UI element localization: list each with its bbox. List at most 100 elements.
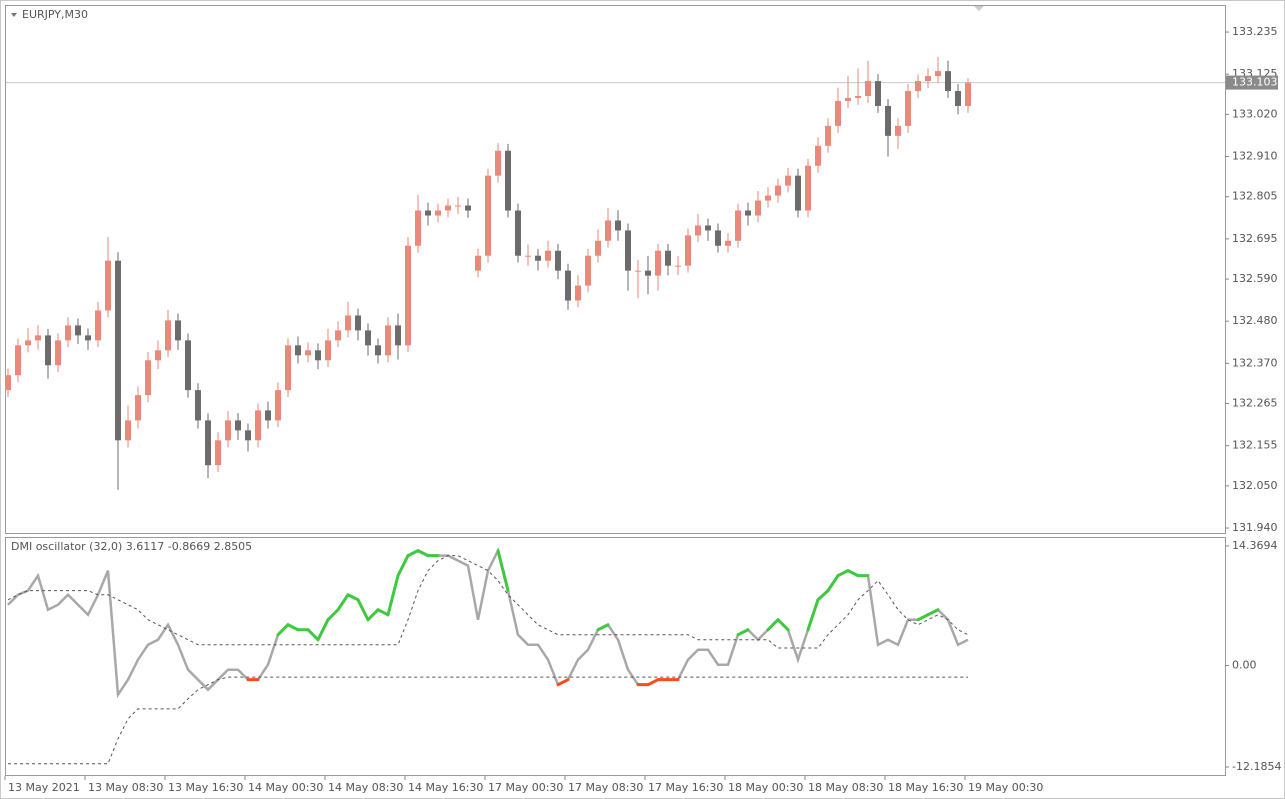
signal-segment (926, 608, 940, 617)
candle-body (265, 410, 271, 421)
signal-segment (286, 623, 300, 632)
candle-body (665, 250, 671, 266)
signal-segment (376, 608, 390, 617)
candle-body (135, 395, 141, 421)
candle-body (885, 105, 891, 136)
candle-body (425, 210, 431, 216)
candle-body (275, 390, 281, 421)
candle-body (965, 82, 971, 106)
shift-marker (974, 6, 984, 11)
signal-segment (766, 618, 780, 632)
y-tick-label: 132.370 (1232, 356, 1278, 369)
candle-body (825, 125, 831, 146)
candle-body (335, 330, 341, 341)
candle-body (835, 100, 841, 126)
price-pane (5, 5, 1226, 534)
signal-segment (366, 608, 380, 622)
y-tick-label: 132.480 (1232, 314, 1278, 327)
candle-body (145, 360, 151, 396)
candle-body (485, 175, 491, 256)
candle-body (235, 420, 241, 431)
signal-segment (596, 623, 610, 632)
y-tick-label: 132.910 (1232, 150, 1278, 163)
candle-body (355, 315, 361, 331)
candle-body (535, 255, 541, 261)
candle-body (55, 340, 61, 366)
symbol-title: EURJPY,M30 (22, 8, 88, 21)
x-tick-label: 19 May 00:30 (968, 781, 1043, 794)
candle-body (805, 165, 811, 211)
candle-body (605, 220, 611, 241)
signal-segment (496, 549, 510, 593)
candle-body (905, 91, 911, 126)
candle-body (655, 250, 661, 276)
signal-segment (386, 574, 400, 617)
level-line (8, 676, 968, 765)
signal-segment (736, 628, 750, 637)
candle-body (735, 210, 741, 241)
x-tick-label: 13 May 2021 (8, 781, 80, 794)
candle-body (675, 265, 681, 267)
current-price-box (1226, 75, 1278, 90)
indicator-title: DMI oscillator (32,0) 3.6117 -0.8669 2.8… (11, 540, 252, 553)
current-price-label: 133.103 (1232, 76, 1278, 89)
candle-body (685, 235, 691, 266)
candle-body (445, 205, 451, 211)
candle-body (405, 245, 411, 346)
candle-body (95, 310, 101, 341)
y-tick-label: 132.155 (1232, 439, 1278, 452)
y-tick-label: 131.940 (1232, 521, 1278, 534)
signal-segment (416, 549, 430, 558)
candle-body (435, 210, 441, 216)
collapse-arrow[interactable] (11, 13, 17, 17)
candle-body (925, 76, 931, 82)
candle-body (5, 375, 11, 391)
candle-body (105, 260, 111, 311)
candle-body (75, 325, 81, 336)
candle-body (625, 230, 631, 271)
y-tick-label: 132.805 (1232, 190, 1278, 203)
signal-segment (346, 593, 360, 602)
candle-body (215, 440, 221, 466)
candle-body (945, 71, 951, 92)
signal-segment (836, 569, 850, 578)
candle-body (225, 420, 231, 441)
candle-body (185, 340, 191, 391)
signal-segment (306, 628, 320, 642)
candle-body (325, 340, 331, 361)
candle-body (65, 325, 71, 341)
candle-body (395, 325, 401, 346)
candle-body (45, 335, 51, 366)
candle-body (375, 345, 381, 356)
candle-body (295, 345, 301, 356)
x-tick-label: 13 May 08:30 (88, 781, 163, 794)
candle-body (255, 410, 261, 441)
signal-segment (816, 589, 830, 602)
candle-body (815, 145, 821, 166)
x-tick-label: 14 May 08:30 (328, 781, 403, 794)
signal-segment (806, 598, 820, 632)
candle-body (455, 205, 461, 207)
candle-body (875, 81, 881, 106)
candle-body (15, 345, 21, 376)
candle-body (765, 195, 771, 201)
candle-body (155, 350, 161, 361)
y-tick-label: 133.235 (1232, 25, 1278, 38)
y-tick-label: 132.695 (1232, 232, 1278, 245)
y-tick-label: 132.050 (1232, 479, 1278, 492)
x-tick-label: 13 May 16:30 (168, 781, 243, 794)
candle-body (475, 255, 481, 271)
candle-body (745, 210, 751, 216)
signal-segment (276, 623, 290, 637)
candle-body (465, 205, 471, 211)
x-tick-label: 14 May 00:30 (248, 781, 323, 794)
candle-body (915, 81, 921, 92)
candle-body (645, 270, 651, 276)
oscillator-pane (5, 537, 1226, 776)
candle-body (495, 150, 501, 176)
candle-body (715, 230, 721, 246)
candle-body (25, 340, 31, 346)
candle-body (205, 420, 211, 466)
